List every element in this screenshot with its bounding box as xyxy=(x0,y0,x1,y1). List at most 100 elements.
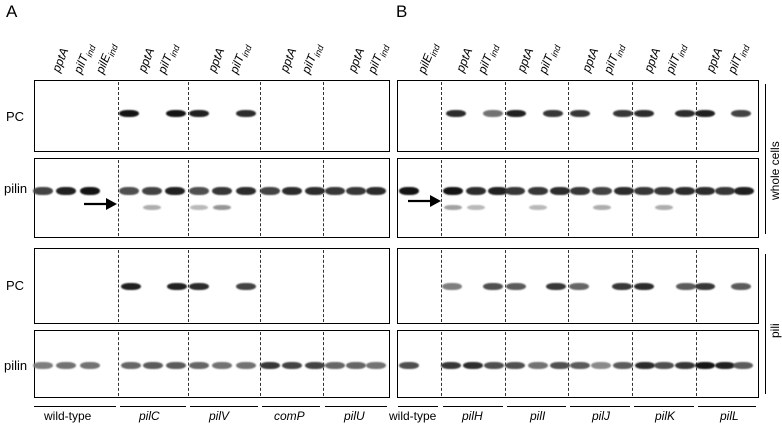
band-25 xyxy=(282,187,302,195)
lane-divider-b-2-2 xyxy=(568,250,569,322)
lane-divider-b-0-0 xyxy=(441,82,442,150)
lane-divider-a-3-0 xyxy=(323,82,324,150)
strain-label-a-wt: wild-type xyxy=(44,409,92,423)
strain-underline-a-wt xyxy=(34,406,116,407)
band-36 xyxy=(550,187,570,195)
strain-underline-a-comP xyxy=(262,406,320,407)
band-71 xyxy=(121,362,141,369)
band-45 xyxy=(734,187,754,195)
band-58 xyxy=(442,283,462,290)
band-26 xyxy=(305,187,325,195)
lane-label-19: pptA xyxy=(641,45,664,74)
band-88 xyxy=(528,362,548,369)
row-label-pilin-pili: pilin xyxy=(4,358,28,373)
lane-label-6: pptA xyxy=(205,45,228,74)
band-61 xyxy=(546,283,566,290)
band-82 xyxy=(366,362,386,369)
band-57 xyxy=(236,283,256,290)
band-81 xyxy=(346,362,366,369)
band-4 xyxy=(236,110,256,117)
band-83 xyxy=(399,362,419,369)
band-42 xyxy=(675,187,695,195)
band-38 xyxy=(592,187,612,195)
band-39 xyxy=(614,187,634,195)
band-59 xyxy=(483,283,503,290)
band-78 xyxy=(282,362,302,369)
strain-label-a-comP: comP xyxy=(274,409,305,423)
band-48 xyxy=(213,205,231,210)
lane-label-18: pilTind xyxy=(600,43,628,76)
lane-divider-a-2-0 xyxy=(260,82,261,150)
band-67 xyxy=(731,283,751,290)
band-27 xyxy=(325,187,345,195)
band-43 xyxy=(695,187,715,195)
lane-divider-b-0-1 xyxy=(441,160,442,236)
band-55 xyxy=(167,283,187,290)
band-14 xyxy=(731,110,751,117)
band-63 xyxy=(612,283,632,290)
band-70 xyxy=(80,362,100,369)
lane-label-13: pptA xyxy=(453,45,476,74)
band-80 xyxy=(325,362,345,369)
strain-underline-b-pilH xyxy=(443,406,503,407)
strain-label-a-pilV: pilV xyxy=(209,409,230,423)
lane-label-3: pilEind xyxy=(92,42,120,76)
lane-divider-b-0-2 xyxy=(441,250,442,322)
band-92 xyxy=(613,362,633,369)
lane-divider-b-3-1 xyxy=(632,160,633,236)
band-66 xyxy=(695,283,715,290)
strain-underline-b-pilI xyxy=(507,406,566,407)
band-37 xyxy=(570,187,590,195)
band-35 xyxy=(528,187,548,195)
lane-divider-b-1-0 xyxy=(505,82,506,150)
lane-divider-a-0-3 xyxy=(118,332,119,396)
band-1 xyxy=(119,110,139,117)
lane-divider-b-3-2 xyxy=(632,250,633,322)
panel-letter-b: B xyxy=(396,2,408,21)
blot-a-pc-pili xyxy=(34,248,390,324)
strain-underline-b-wt xyxy=(398,406,438,407)
band-47 xyxy=(190,205,208,210)
band-74 xyxy=(189,362,209,369)
band-69 xyxy=(56,362,76,369)
band-29 xyxy=(366,187,386,195)
band-68 xyxy=(33,362,53,369)
lane-divider-a-3-2 xyxy=(323,250,324,322)
lane-label-17: pptA xyxy=(579,45,602,74)
side-label-whole: whole cells xyxy=(768,141,782,200)
band-28 xyxy=(346,187,366,195)
lane-label-21: pptA xyxy=(703,45,726,74)
band-50 xyxy=(467,205,485,210)
lane-label-5: pilTind xyxy=(154,43,182,76)
band-41 xyxy=(654,187,674,195)
strain-label-b-pilJ: pilJ xyxy=(592,409,611,423)
lane-label-9: pilTind xyxy=(298,43,326,76)
lane-divider-b-2-1 xyxy=(568,160,569,236)
lane-divider-a-1-3 xyxy=(188,332,189,396)
strain-label-b-pilL: pilL xyxy=(720,409,739,423)
blot-b-pilin-whole xyxy=(397,158,759,238)
band-56 xyxy=(189,283,209,290)
band-6 xyxy=(483,110,503,117)
lane-label-2: pilTind xyxy=(70,43,98,76)
row-label-pc-whole: PC xyxy=(6,109,25,124)
band-95 xyxy=(675,362,695,369)
strain-label-b-pilI: pilI xyxy=(530,409,546,423)
strain-label-b-pilK: pilK xyxy=(655,409,676,423)
band-77 xyxy=(260,362,280,369)
blot-a-pilin-whole xyxy=(34,158,390,238)
strain-underline-b-pilL xyxy=(698,406,756,407)
band-52 xyxy=(593,205,611,210)
band-91 xyxy=(591,362,611,369)
lane-label-14: pilTind xyxy=(474,43,502,76)
band-86 xyxy=(484,362,504,369)
band-94 xyxy=(654,362,674,369)
band-5 xyxy=(446,110,466,117)
lane-label-22: pilTind xyxy=(724,43,752,76)
lane-divider-a-1-2 xyxy=(188,250,189,322)
band-89 xyxy=(550,362,570,369)
lane-label-12: pilEind xyxy=(414,42,442,76)
band-40 xyxy=(634,187,654,195)
panel-letter-a: A xyxy=(6,2,18,21)
lane-divider-a-0-2 xyxy=(118,250,119,322)
